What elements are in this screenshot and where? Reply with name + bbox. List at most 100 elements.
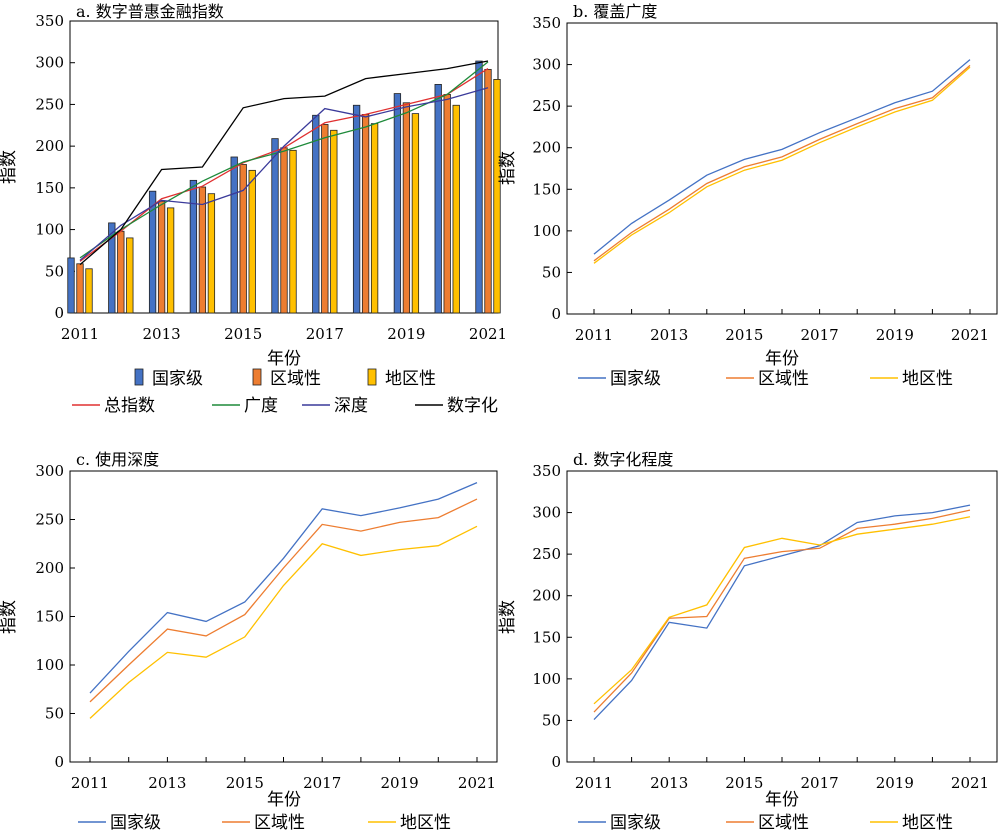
series-line-depth — [79, 87, 489, 261]
y-tick-label: 150 — [532, 180, 561, 198]
x-tick-label: 2011 — [71, 774, 109, 792]
series-line-national — [593, 59, 971, 255]
panel-c-y-axis: 0 50 100 150 200 250 300 — [35, 462, 75, 771]
panel-c-title: c. 使用深度 — [76, 450, 159, 469]
series-line-local — [593, 66, 971, 264]
legend-label-digital: 数字化 — [447, 396, 498, 416]
x-tick-label: 2021 — [469, 325, 507, 343]
legend-label-regional: 区域性 — [270, 369, 321, 389]
legend-swatch-local — [367, 368, 377, 386]
panel-d-title: d. 数字化程度 — [573, 450, 673, 469]
series-line-local — [89, 525, 478, 719]
bar-local — [493, 79, 501, 314]
y-tick-label: 150 — [35, 608, 64, 626]
series-line-breadth — [79, 61, 489, 259]
bar-regional — [76, 263, 84, 314]
panel-d-lines — [593, 504, 971, 721]
bar-national — [434, 84, 442, 314]
bar-local — [248, 169, 256, 314]
x-tick-label: 2019 — [387, 325, 425, 343]
bar-local — [126, 237, 134, 314]
panel-c-legend: 国家级 区域性 地区性 — [78, 813, 451, 833]
panel-b-legend: 国家级 区域性 地区性 — [578, 369, 953, 389]
y-tick-label: 100 — [532, 222, 561, 240]
bar-regional — [443, 94, 451, 314]
y-tick-label: 250 — [35, 95, 64, 113]
legend-swatch-national — [134, 368, 144, 386]
bar-local — [452, 104, 460, 314]
x-tick-label: 2019 — [381, 774, 419, 792]
bar-national — [475, 60, 483, 314]
series-line-local — [593, 516, 971, 705]
y-tick-label: 200 — [532, 587, 561, 605]
y-tick-label: 0 — [54, 753, 64, 771]
panel-a-lines — [79, 60, 489, 266]
panel-b-lines — [593, 59, 971, 264]
panel-a-bars — [67, 60, 501, 314]
y-tick-label: 350 — [532, 462, 561, 480]
bar-local — [370, 123, 379, 314]
series-line-national — [89, 482, 478, 694]
panel-a-y-label: 指数 — [0, 150, 19, 184]
panel-a-digital-inclusive-finance-index: 0 50 100 150 200 250 300 350 2011 2013 2015 2017 20… — [0, 2, 507, 416]
x-tick-label: 2011 — [61, 325, 99, 343]
series-line-regional — [593, 509, 971, 713]
x-tick-label: 2011 — [575, 326, 613, 344]
bar-national — [352, 104, 361, 314]
panel-d-x-label: 年份 — [765, 790, 799, 810]
panel-d-x-axis: 2011 2013 2015 2017 2019 2021 — [575, 757, 989, 792]
x-tick-label: 2015 — [725, 326, 763, 344]
x-tick-label: 2017 — [801, 774, 839, 792]
panel-b-title: b. 覆盖广度 — [573, 2, 657, 21]
legend-label-national: 国家级 — [610, 369, 661, 389]
bar-regional — [198, 186, 207, 314]
bar-regional — [484, 68, 492, 314]
panel-b-x-label: 年份 — [765, 349, 799, 369]
legend-label-national: 国家级 — [110, 813, 161, 833]
panel-c-plot-frame — [69, 470, 498, 763]
x-tick-label: 2015 — [224, 325, 262, 343]
y-tick-label: 0 — [551, 753, 561, 771]
x-tick-label: 2013 — [148, 774, 186, 792]
bar-regional — [321, 124, 329, 314]
legend-label-local: 地区性 — [902, 369, 953, 389]
y-tick-label: 300 — [532, 56, 561, 74]
series-line-regional — [593, 64, 971, 262]
x-tick-label: 2011 — [575, 774, 613, 792]
x-tick-label: 2021 — [458, 774, 496, 792]
y-tick-label: 300 — [532, 504, 561, 522]
y-tick-label: 250 — [532, 97, 561, 115]
series-line-regional — [89, 498, 478, 703]
panel-d-y-axis: 0 50 100 150 200 250 300 350 — [532, 462, 572, 771]
bar-national — [189, 179, 198, 314]
panel-c-y-label: 指数 — [0, 600, 19, 634]
legend-label-local: 地区性 — [902, 813, 953, 833]
y-tick-label: 350 — [532, 14, 561, 32]
y-tick-label: 250 — [35, 511, 64, 529]
bar-local — [166, 207, 175, 314]
legend-label-national: 国家级 — [610, 813, 661, 833]
legend-label-regional: 区域性 — [758, 369, 809, 389]
x-tick-label: 2017 — [303, 774, 341, 792]
x-tick-label: 2021 — [951, 326, 989, 344]
bar-regional — [361, 114, 370, 314]
bar-regional — [239, 164, 247, 314]
legend-label-regional: 区域性 — [254, 813, 305, 833]
bar-national — [312, 114, 320, 314]
series-line-national — [593, 504, 971, 721]
y-tick-label: 100 — [35, 221, 64, 239]
x-tick-label: 2017 — [306, 325, 344, 343]
bar-national — [230, 156, 238, 314]
bar-regional — [402, 102, 411, 314]
x-tick-label: 2013 — [650, 774, 688, 792]
legend-label-total: 总指数 — [104, 396, 155, 416]
y-tick-label: 50 — [45, 705, 64, 723]
x-tick-label: 2015 — [725, 774, 763, 792]
panel-a-title: a. 数字普惠金融指数 — [76, 2, 224, 21]
y-tick-label: 300 — [35, 462, 64, 480]
bar-national — [108, 222, 116, 314]
